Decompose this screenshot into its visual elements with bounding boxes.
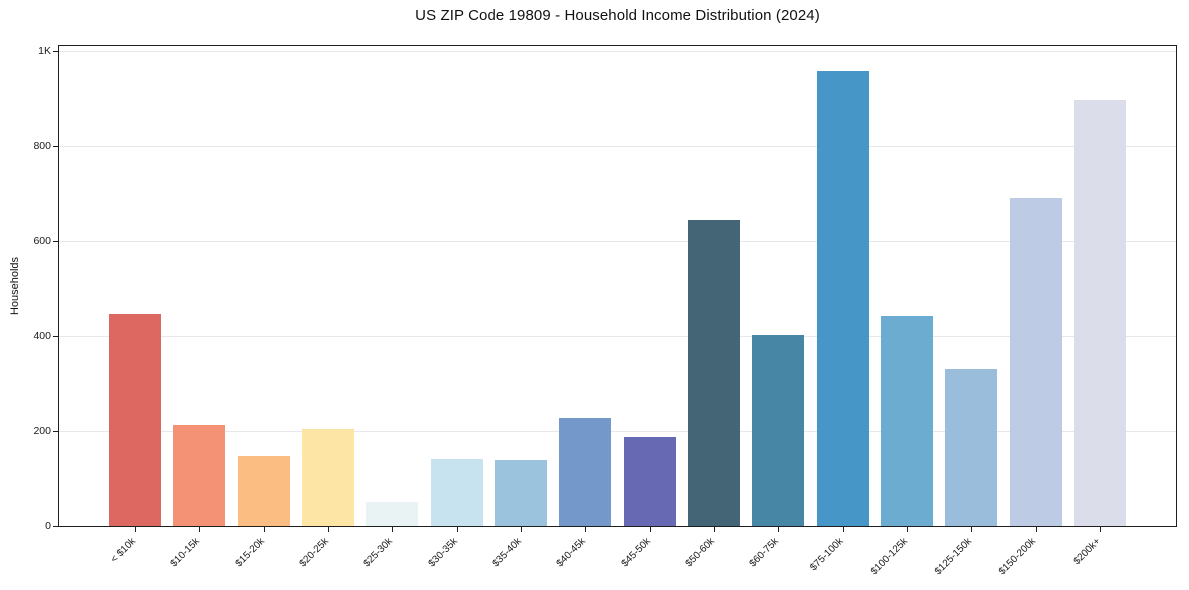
y-tick-mark — [53, 430, 58, 432]
x-tick-label: $35-40k — [490, 536, 524, 570]
x-tick-label: $25-30k — [361, 536, 396, 570]
x-tick-mark — [1100, 527, 1101, 532]
y-tick-mark — [53, 240, 58, 242]
x-tick-mark — [456, 527, 458, 532]
bar-$40-45k — [559, 417, 612, 526]
x-tick-mark — [392, 527, 394, 532]
x-tick-label: $10-15k — [168, 536, 203, 570]
bar-$35-40k — [495, 459, 547, 526]
y-tick-label: 1K — [38, 44, 51, 57]
bar-$45-50k — [623, 436, 676, 526]
bar-$125-150k — [945, 369, 998, 526]
gridline-y-1000 — [59, 50, 1176, 52]
x-tick-mark — [649, 527, 651, 532]
y-tick-label: 400 — [33, 329, 51, 342]
x-tick-label: $40-45k — [554, 536, 589, 570]
gridline-y-400 — [59, 335, 1176, 337]
y-tick-label: 0 — [45, 520, 51, 532]
x-tick-label: $125-150k — [932, 536, 975, 578]
bar-$200k+ — [1074, 99, 1126, 526]
y-axis-label-container: Households — [0, 45, 30, 527]
chart-title: US ZIP Code 19809 - Household Income Dis… — [415, 7, 820, 24]
bar-$100-125k — [881, 316, 933, 526]
x-tick-mark — [328, 527, 329, 532]
x-tick-label: $200k+ — [1071, 536, 1103, 568]
bar-$20-25k — [302, 429, 354, 526]
x-tick-label: $30-35k — [426, 536, 460, 570]
x-tick-mark — [842, 527, 844, 532]
y-tick-mark — [53, 145, 58, 147]
x-tick-label: $75-100k — [808, 536, 846, 574]
bar-$150-200k — [1009, 198, 1062, 526]
y-axis-label: Households — [9, 256, 21, 316]
x-tick-label: $150-200k — [997, 536, 1039, 578]
bar-$10-15k — [173, 425, 226, 526]
y-tick-mark — [53, 335, 58, 337]
x-tick-label: $60-75k — [747, 536, 782, 570]
x-tick-mark — [1035, 527, 1037, 532]
y-tick-label: 600 — [33, 234, 51, 247]
x-tick-mark — [585, 527, 587, 532]
x-tick-mark — [714, 527, 715, 532]
bar-$75-100k — [816, 70, 869, 526]
gridline-y-800 — [59, 145, 1176, 147]
x-tick-label: < $10k — [108, 536, 138, 566]
y-tick-mark — [53, 526, 58, 527]
bar-$25-30k — [366, 502, 419, 526]
y-tick-label: 200 — [33, 424, 51, 437]
gridline-y-600 — [59, 240, 1176, 242]
x-tick-mark — [135, 527, 136, 532]
bar-< $10k — [109, 313, 161, 526]
x-tick-mark — [907, 527, 908, 532]
x-tick-mark — [778, 527, 780, 532]
x-tick-label: $45-50k — [619, 536, 653, 570]
plot-area — [58, 45, 1177, 527]
gridline-y-200 — [59, 430, 1176, 432]
bar-$15-20k — [237, 456, 290, 526]
bar-$30-35k — [430, 459, 483, 526]
bar-$60-75k — [752, 334, 805, 526]
x-tick-label: $20-25k — [297, 536, 331, 570]
x-tick-label: $50-60k — [683, 536, 717, 570]
x-tick-label: $15-20k — [233, 536, 267, 570]
y-tick-label: 800 — [33, 139, 51, 152]
x-tick-mark — [971, 527, 973, 532]
bar-$50-60k — [688, 219, 740, 526]
x-tick-mark — [521, 527, 522, 532]
x-tick-mark — [263, 527, 265, 532]
y-tick-mark — [53, 50, 58, 52]
x-tick-mark — [199, 527, 201, 532]
x-tick-label: $100-125k — [868, 536, 910, 578]
